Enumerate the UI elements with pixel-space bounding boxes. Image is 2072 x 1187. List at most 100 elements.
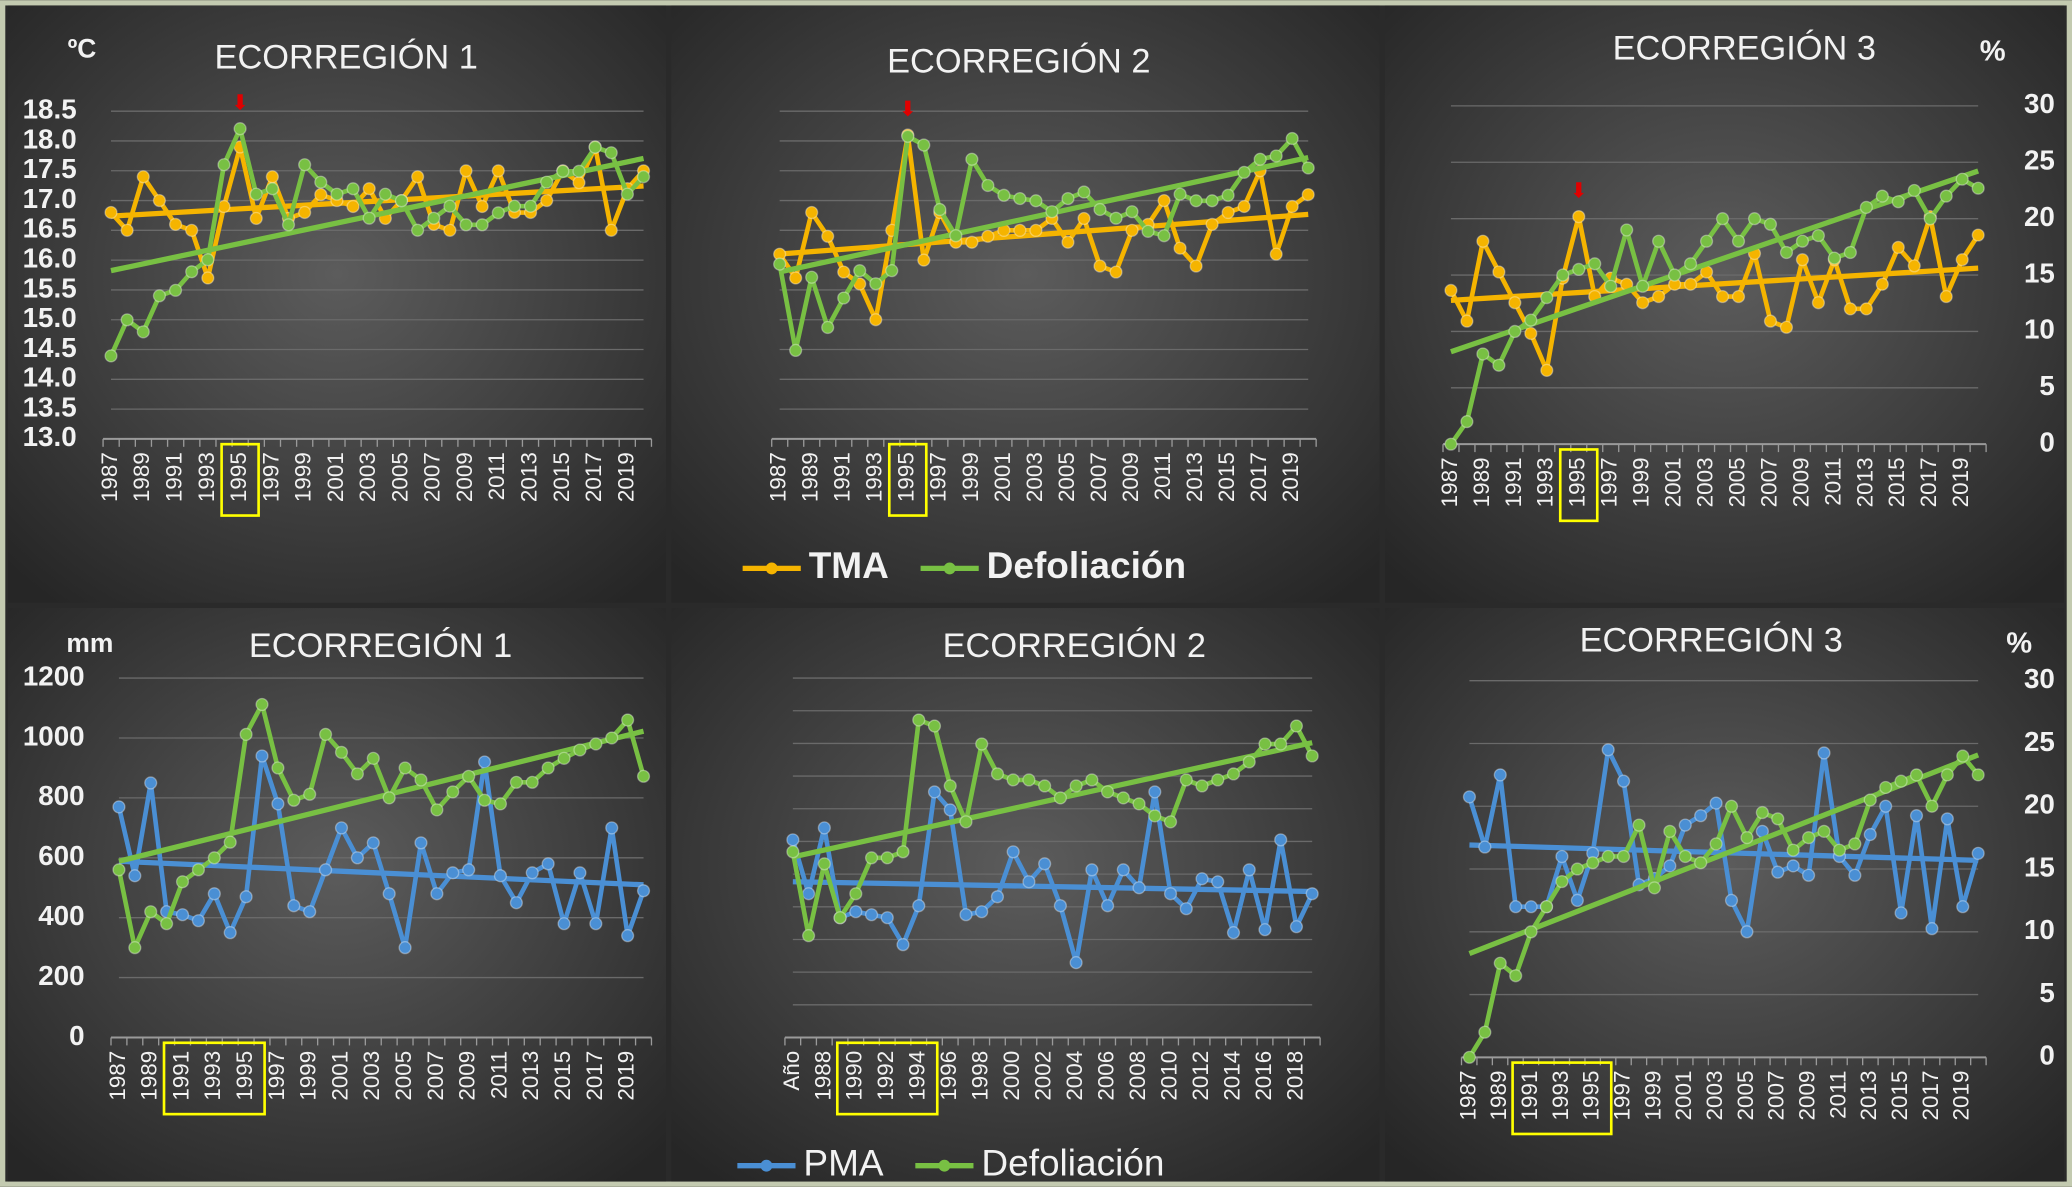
data-point (1061, 235, 1075, 249)
y2-tick-label: 10 (2024, 914, 2055, 945)
data-point (1827, 251, 1841, 265)
data-point (1843, 302, 1857, 316)
axis-unit: % (2006, 628, 2032, 660)
y2-tick-label: 15 (2024, 851, 2055, 882)
data-point (1616, 849, 1631, 864)
arrow (902, 100, 914, 117)
x-tick-label: 2002 (1031, 1051, 1056, 1101)
data-point (1588, 257, 1602, 271)
data-point (1524, 313, 1538, 327)
data-point (1971, 768, 1985, 782)
y2-tick-label: 0 (2039, 427, 2054, 458)
x-tick-label: 2013 (517, 452, 542, 502)
data-point (1508, 324, 1522, 339)
data-point (318, 727, 333, 741)
data-point (853, 264, 867, 278)
arrow (1573, 182, 1585, 199)
data-point (801, 929, 816, 943)
series-line (1449, 176, 1980, 446)
data-point (298, 158, 312, 172)
data-point (990, 890, 1005, 904)
data-point (1971, 181, 1985, 195)
data-point (271, 797, 285, 811)
y2-tick-label: 5 (2039, 977, 2054, 1008)
data-point (1022, 773, 1036, 787)
data-point (175, 908, 190, 922)
data-point (1179, 773, 1193, 787)
x-tick-label: 2016 (1251, 1051, 1276, 1101)
x-tick-label: 1993 (862, 452, 887, 502)
data-point (1053, 791, 1067, 805)
x-tick-label: 2009 (1788, 457, 1813, 507)
data-point (990, 767, 1005, 781)
x-tick-label: 2013 (1856, 1071, 1881, 1121)
data-point (773, 257, 787, 271)
data-point (1100, 785, 1115, 799)
data-point (201, 271, 215, 285)
data-point (350, 767, 364, 781)
data-point (786, 833, 800, 847)
x-tick-label: 2009 (1795, 1071, 1820, 1121)
data-point (239, 727, 253, 741)
legend-marker (938, 1159, 951, 1172)
data-point (557, 751, 571, 765)
data-point (1006, 845, 1020, 859)
data-point (975, 905, 989, 919)
data-point (1462, 1050, 1477, 1064)
data-point (1843, 245, 1857, 260)
data-point (1132, 797, 1146, 811)
data-point (1570, 893, 1584, 908)
data-point (833, 911, 847, 925)
x-tick-label: 2001 (1671, 1071, 1696, 1121)
data-point (366, 836, 380, 850)
data-point (443, 223, 457, 237)
data-point (1195, 779, 1209, 793)
highlight-box (835, 1041, 939, 1116)
x-tick-label: 1993 (1548, 1071, 1573, 1121)
data-point (1478, 840, 1492, 854)
data-point (459, 164, 473, 178)
data-point (1509, 900, 1523, 914)
data-point (427, 211, 441, 225)
data-point (1715, 212, 1730, 226)
data-point (378, 187, 392, 201)
data-point (362, 211, 376, 225)
data-point (1601, 849, 1615, 864)
data-point (334, 821, 349, 835)
x-tick-label: 2005 (387, 452, 412, 502)
data-point (1189, 259, 1203, 273)
data-point (112, 800, 126, 814)
x-tick-label: 2017 (581, 452, 606, 502)
data-point (394, 194, 409, 208)
data-point (1205, 194, 1219, 208)
data-point (507, 199, 522, 213)
data-point (1100, 899, 1115, 913)
data-point (523, 199, 538, 213)
series-line (790, 717, 1315, 938)
x-tick-label: 2015 (549, 452, 574, 502)
x-tick-label: 2008 (1125, 1051, 1150, 1101)
data-point (943, 803, 957, 817)
data-point (1253, 152, 1267, 166)
data-point (430, 887, 444, 901)
data-point (1148, 809, 1162, 823)
data-point (821, 320, 835, 335)
data-point (136, 325, 150, 339)
data-point (362, 182, 376, 196)
y-tick-label: 18.0 (23, 123, 77, 154)
data-point (1848, 837, 1862, 851)
data-point (271, 761, 285, 775)
x-tick-label: 2014 (1219, 1051, 1244, 1101)
data-point (1863, 793, 1877, 807)
data-point (382, 887, 396, 901)
x-tick-label: 1987 (97, 452, 122, 502)
highlight-box (1558, 448, 1599, 523)
data-point (1132, 881, 1146, 895)
y2-tick-label: 5 (2039, 370, 2054, 401)
data-point (1786, 859, 1800, 873)
data-point (239, 890, 253, 904)
data-point (965, 152, 979, 166)
x-tick-label: 2019 (1278, 452, 1303, 502)
y2-tick-label: 25 (2024, 726, 2055, 757)
x-tick-label: 1991 (168, 1051, 193, 1101)
